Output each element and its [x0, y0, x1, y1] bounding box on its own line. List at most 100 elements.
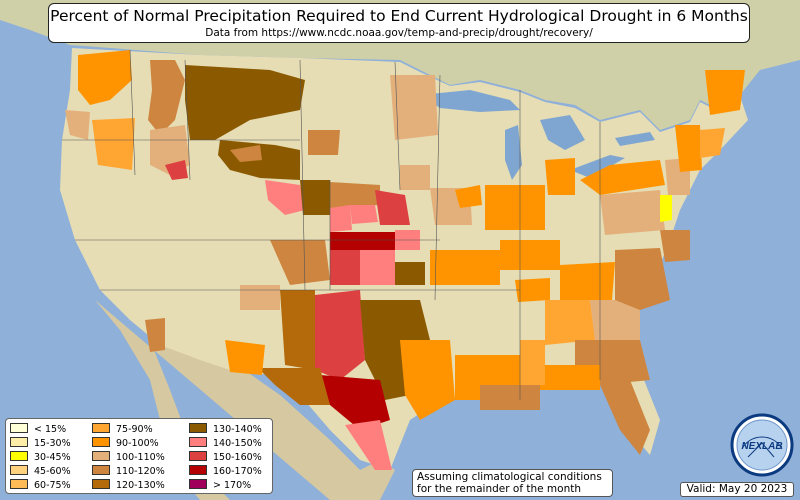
region-oklahoma-east	[395, 262, 425, 285]
nexlab-logo-icon: NEXLAB	[730, 413, 794, 477]
legend-label: 150-160%	[213, 452, 262, 463]
legend-swatch	[10, 423, 28, 433]
map-subtitle: Data from https://www.ncdc.noaa.gov/temp…	[205, 27, 593, 39]
legend-item: 130-140%	[189, 423, 262, 435]
region-oklahoma	[360, 250, 395, 285]
region-maine	[705, 70, 745, 115]
legend-item: 160-170%	[189, 465, 262, 477]
region-new-mexico	[280, 290, 315, 370]
region-illinois-indiana	[485, 185, 545, 230]
map-title: Percent of Normal Precipitation Required…	[50, 7, 748, 25]
legend-label: 45-60%	[34, 466, 71, 477]
legend-label: < 15%	[34, 424, 67, 435]
region-nebraska-west	[300, 180, 330, 215]
region-kansas	[330, 232, 395, 250]
region-gulf-coast	[480, 385, 540, 410]
legend-item: 60-75%	[10, 479, 71, 491]
legend-label: 140-150%	[213, 438, 262, 449]
legend-item: 90-100%	[92, 437, 159, 449]
region-illinois-n	[455, 185, 482, 208]
lake-erie	[570, 155, 625, 178]
assumption-note: Assuming climatological conditions for t…	[412, 469, 613, 497]
lake-michigan	[505, 125, 522, 180]
legend-swatch	[189, 451, 207, 461]
legend-swatch	[92, 423, 110, 433]
region-wyoming-patch	[230, 145, 262, 162]
legend-label: 120-130%	[116, 480, 165, 491]
region-colorado-north	[265, 180, 305, 215]
legend: < 15% 15-30% 30-45% 45-60% 60-75% 75-90% 90-10…	[5, 418, 273, 494]
legend-label: 130-140%	[213, 424, 262, 435]
legend-item: 30-45%	[10, 451, 71, 463]
region-nebraska-east	[375, 190, 410, 225]
legend-item: 75-90%	[92, 423, 153, 435]
region-north-carolina-e	[660, 230, 690, 262]
region-texas-west	[258, 368, 330, 405]
legend-label: 75-90%	[116, 424, 153, 435]
region-carolinas	[615, 248, 670, 310]
logo-text: NEXLAB	[741, 441, 782, 452]
legend-label: 110-120%	[116, 466, 165, 477]
legend-swatch	[92, 451, 110, 461]
title-box: Percent of Normal Precipitation Required…	[48, 3, 750, 43]
legend-item: 15-30%	[10, 437, 71, 449]
legend-swatch	[10, 451, 28, 461]
region-florida	[600, 380, 650, 455]
region-iowa	[400, 165, 430, 190]
region-missouri-south	[430, 250, 500, 285]
lake-huron	[540, 115, 585, 150]
region-idaho-red	[165, 160, 188, 180]
legend-item: 45-60%	[10, 465, 71, 477]
legend-label: 60-75%	[34, 480, 71, 491]
legend-swatch	[92, 437, 110, 447]
legend-item: 120-130%	[92, 479, 165, 491]
region-oregon	[92, 118, 135, 170]
region-georgia-n	[590, 300, 640, 340]
region-new-york-e	[675, 125, 702, 172]
legend-swatch	[189, 479, 207, 489]
legend-item: 140-150%	[189, 437, 262, 449]
lake-ontario	[615, 132, 655, 146]
region-minnesota	[390, 75, 438, 140]
drought-regions	[65, 50, 745, 470]
region-maryland-yellow	[660, 195, 672, 222]
legend-item: < 15%	[10, 423, 66, 435]
region-texas-hill	[320, 375, 390, 430]
legend-swatch	[10, 479, 28, 489]
region-michigan-s	[545, 158, 575, 195]
region-baja	[145, 318, 165, 352]
region-texas-south	[345, 420, 392, 470]
region-new-england	[700, 128, 725, 158]
region-mississippi	[520, 340, 545, 385]
region-arizona-se	[225, 340, 265, 375]
region-florida-panhandle	[540, 365, 600, 390]
region-texas-panhandle	[315, 290, 365, 380]
region-kansas-n	[350, 205, 378, 224]
legend-label: 30-45%	[34, 452, 71, 463]
legend-swatch	[189, 437, 207, 447]
region-idaho	[148, 60, 185, 135]
state-borders	[62, 49, 601, 400]
legend-swatch	[189, 465, 207, 475]
legend-item: 150-160%	[189, 451, 262, 463]
legend-label: 15-30%	[34, 438, 71, 449]
legend-item: 100-110%	[92, 451, 165, 463]
region-washington	[78, 50, 132, 105]
legend-swatch	[10, 465, 28, 475]
legend-label: 160-170%	[213, 466, 262, 477]
legend-swatch	[10, 437, 28, 447]
region-texas-east	[400, 340, 455, 420]
region-colorado-se	[270, 240, 330, 285]
region-tennessee-w	[515, 278, 550, 302]
region-montana	[185, 65, 305, 140]
region-pennsylvania	[600, 190, 665, 235]
region-colorado-sw	[240, 285, 280, 310]
region-alabama	[545, 300, 595, 345]
region-nebraska	[330, 182, 380, 208]
legend-swatch	[92, 479, 110, 489]
lake-superior	[420, 90, 520, 112]
legend-swatch	[189, 423, 207, 433]
legend-label: 90-100%	[116, 438, 159, 449]
region-tennessee	[560, 262, 615, 300]
